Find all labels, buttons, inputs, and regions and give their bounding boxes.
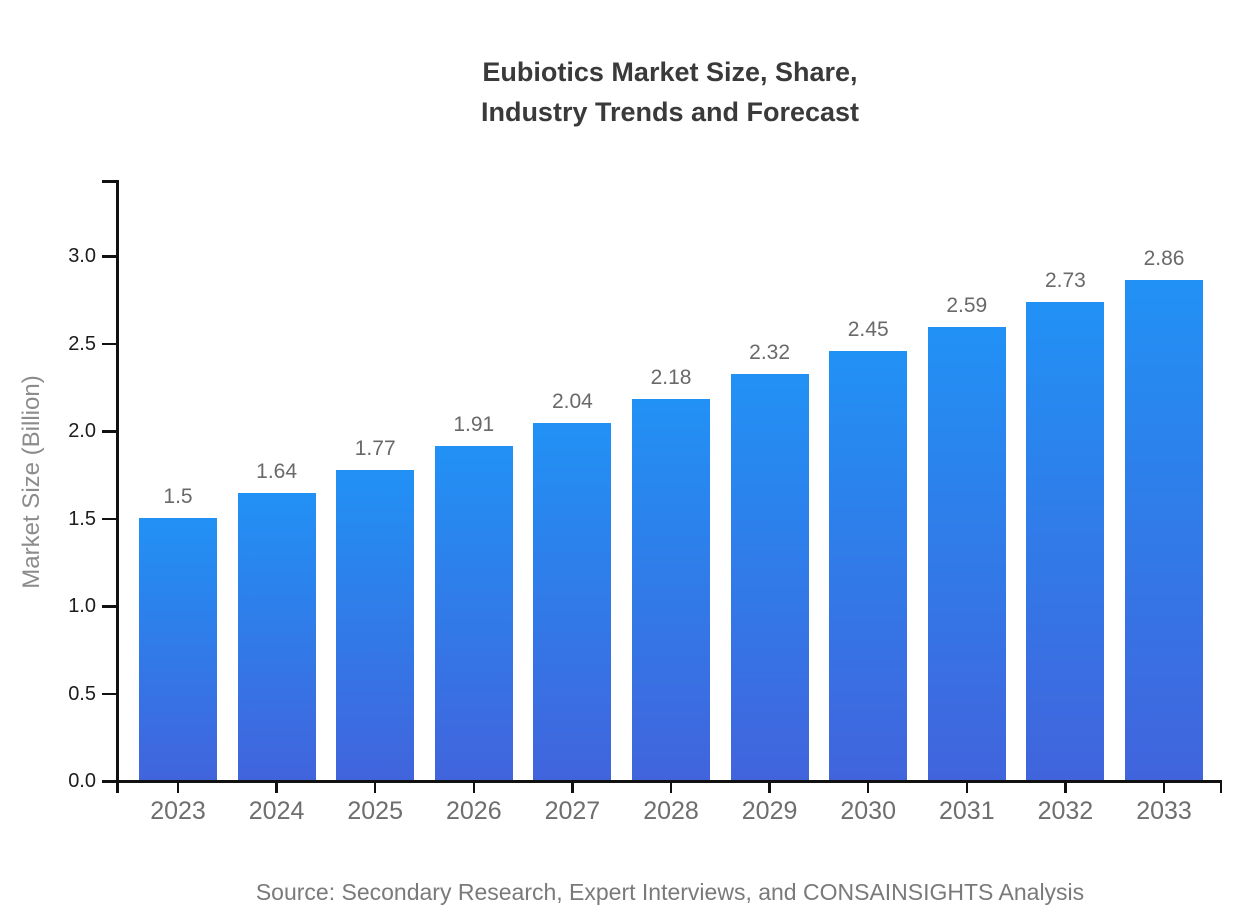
source-note: Source: Secondary Research, Expert Inter… (255, 879, 1085, 905)
chart-title: Eubiotics Market Size, Share, Industry T… (118, 52, 1222, 132)
y-tick-label: 0.0 (68, 770, 96, 792)
x-axis-tick (275, 780, 278, 793)
y-axis-line (116, 180, 119, 793)
x-tick-label: 2032 (1037, 797, 1094, 825)
x-axis-line (116, 780, 1222, 783)
bar-2028 (632, 398, 710, 780)
y-axis-tick (102, 780, 116, 783)
x-tick-label: 2030 (840, 797, 896, 825)
x-axis-tick (1162, 780, 1166, 793)
x-tick-label: 2024 (248, 797, 305, 825)
bar-value-label: 1.91 (453, 412, 495, 436)
x-tick-label: 2031 (938, 797, 995, 825)
x-axis-tick (373, 780, 377, 793)
x-axis-tick (669, 780, 673, 793)
chart-title-line-1: Eubiotics Market Size, Share, (482, 57, 858, 87)
y-tick-label: 0.5 (68, 682, 96, 705)
y-tick-label: 1.5 (68, 507, 96, 530)
bar-2025 (336, 470, 415, 780)
bar-value-label: 2.45 (847, 318, 889, 342)
x-axis-tick (176, 780, 180, 793)
bar-2031 (927, 326, 1006, 780)
bar-2026 (434, 445, 513, 780)
bar-value-label: 2.32 (749, 341, 791, 364)
y-axis-tick (102, 255, 116, 258)
x-axis-tick (1064, 780, 1067, 793)
chart-title-line-2: Industry Trends and Forecast (480, 97, 860, 127)
x-axis-end-cap (1219, 780, 1222, 793)
bar-value-label: 2.59 (946, 293, 988, 317)
y-axis-top-cap (102, 180, 116, 183)
y-tick-label: 1.0 (68, 595, 96, 617)
bar-2029 (730, 374, 809, 780)
y-tick-label: 2.5 (68, 332, 96, 355)
x-tick-label: 2027 (544, 797, 601, 825)
y-axis-title: Market Size (Billion) (18, 375, 45, 589)
bar-2027 (533, 423, 612, 780)
bar-2030 (829, 351, 908, 780)
y-axis-tick (102, 430, 116, 433)
y-axis-tick (102, 342, 116, 345)
bar-value-label: 1.64 (256, 460, 298, 483)
x-tick-label: 2029 (741, 797, 798, 825)
y-axis-tick (102, 692, 116, 695)
bar-value-label: 2.86 (1143, 246, 1185, 270)
bar-2033 (1125, 279, 1203, 780)
y-axis-tick (102, 605, 116, 608)
x-tick-label: 2033 (1136, 797, 1192, 825)
bar-2032 (1026, 302, 1105, 780)
x-tick-label: 2028 (643, 797, 699, 825)
x-axis-tick (472, 780, 476, 793)
bar-value-label: 1.77 (354, 437, 396, 461)
y-tick-label: 2.0 (68, 420, 96, 442)
y-axis-tick (102, 517, 116, 520)
x-axis-tick (866, 780, 870, 793)
bar-2023 (139, 517, 217, 780)
bar-value-label: 1.5 (163, 484, 193, 508)
bar-value-label: 2.04 (551, 390, 593, 413)
bar-value-label: 2.73 (1044, 269, 1086, 293)
bar-2024 (237, 493, 316, 780)
y-tick-label: 3.0 (68, 245, 96, 267)
x-axis-tick (571, 780, 574, 793)
x-tick-label: 2023 (150, 797, 206, 825)
bar-value-label: 2.18 (650, 365, 692, 389)
x-tick-label: 2026 (445, 797, 502, 825)
x-axis-tick (768, 780, 771, 793)
x-axis-tick (965, 780, 969, 793)
x-tick-label: 2025 (347, 797, 403, 825)
